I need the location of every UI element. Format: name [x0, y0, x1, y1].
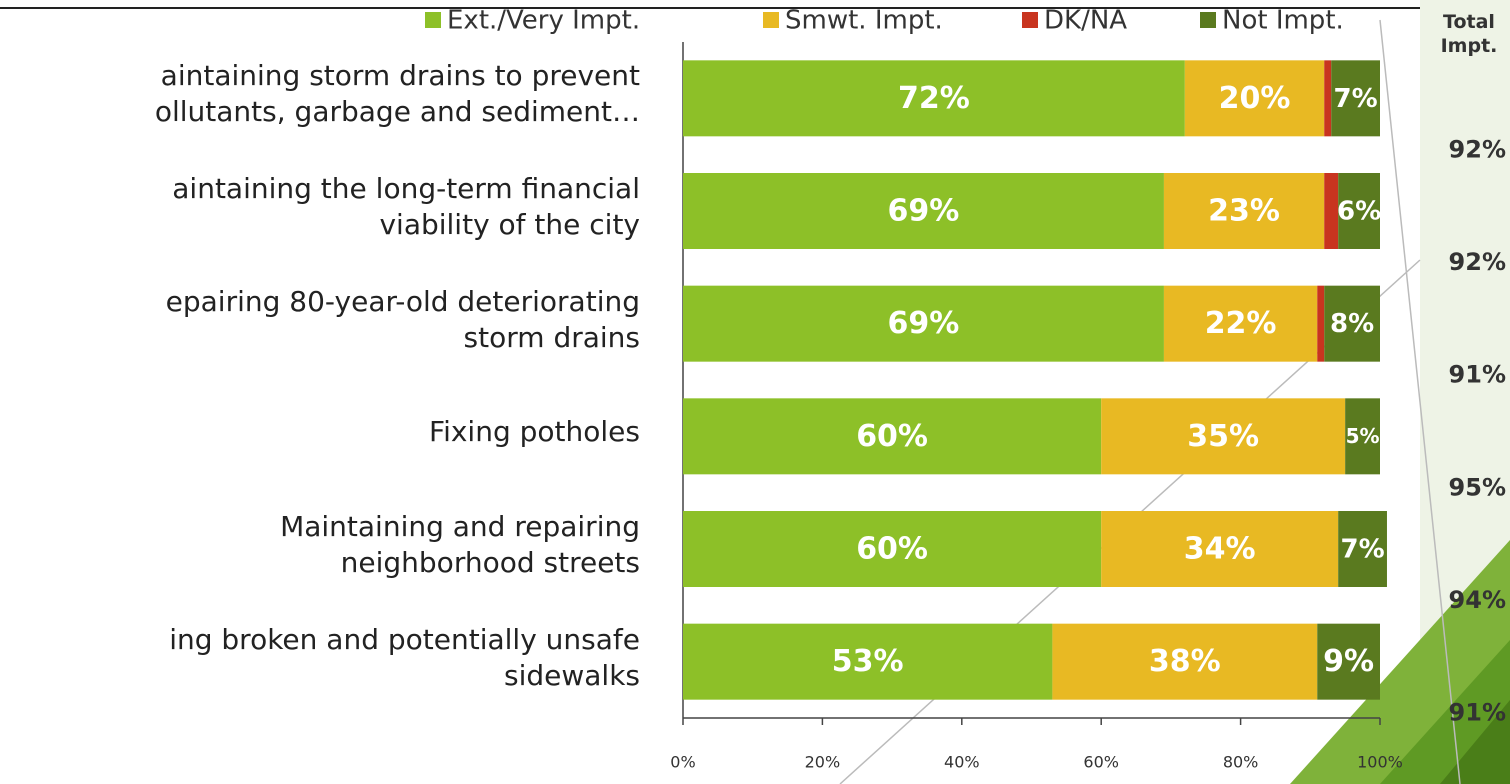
value-label: 7%	[1340, 535, 1384, 565]
bar-segment	[1338, 173, 1380, 249]
bar-segment	[1184, 60, 1325, 137]
total-label: 91%	[1449, 361, 1506, 389]
legend-swatch	[425, 12, 441, 28]
category-label: Fixing potholes	[429, 415, 640, 449]
bar-segment	[683, 60, 1185, 137]
value-label: 6%	[1337, 197, 1381, 227]
value-label: 72%	[898, 81, 970, 116]
bar-segment	[1338, 511, 1387, 587]
x-tick-label: 100%	[1357, 753, 1403, 772]
legend-swatch	[1200, 12, 1216, 28]
value-label: 22%	[1205, 306, 1277, 341]
value-label: 53%	[832, 644, 904, 679]
value-label: 23%	[1208, 194, 1280, 229]
value-label: 20%	[1219, 81, 1291, 116]
bar-segment	[1324, 285, 1380, 362]
bar-segment	[683, 173, 1164, 249]
x-tick-label: 0%	[670, 753, 695, 772]
x-tick-label: 80%	[1223, 753, 1259, 772]
value-label: 34%	[1184, 532, 1256, 567]
bar-segment	[1163, 173, 1325, 249]
value-label: 38%	[1149, 644, 1221, 679]
total-label: 91%	[1449, 699, 1506, 727]
value-label: 69%	[888, 306, 960, 341]
legend-label: Ext./Very Impt.	[447, 6, 640, 36]
value-label: 35%	[1187, 419, 1259, 454]
category-label: epairing 80-year-old deteriorating storm…	[165, 284, 640, 354]
value-label: 69%	[888, 194, 960, 229]
value-label: 60%	[856, 419, 928, 454]
bar-segment	[1317, 623, 1380, 700]
total-label: 95%	[1449, 473, 1506, 501]
legend-label: Smwt. Impt.	[785, 6, 943, 36]
bar-segment	[1331, 60, 1380, 137]
total-label: 92%	[1449, 135, 1506, 163]
bar-segment	[1101, 398, 1346, 475]
bar-segment	[1101, 511, 1339, 587]
category-label: aintaining storm drains to prevent ollut…	[154, 59, 640, 129]
bar-segment	[683, 285, 1164, 362]
bar-segment	[683, 623, 1053, 700]
category-label: ing broken and potentially unsafe sidewa…	[169, 622, 640, 692]
legend-label: Not Impt.	[1222, 6, 1344, 36]
legend-swatch	[1022, 12, 1038, 28]
category-label: Maintaining and repairing neighborhood s…	[280, 510, 640, 579]
bar-segment	[1324, 60, 1332, 137]
legend-swatch	[763, 12, 779, 28]
total-label: 94%	[1449, 586, 1506, 614]
bar-segment	[1317, 285, 1325, 362]
value-label: 5%	[1346, 424, 1380, 448]
value-label: 8%	[1330, 309, 1374, 339]
value-label: 7%	[1334, 84, 1378, 114]
legend-label: DK/NA	[1044, 6, 1127, 36]
bar-segment	[1052, 623, 1318, 700]
bar-segment	[1345, 398, 1380, 475]
decoration	[1379, 19, 1461, 784]
bar-segment	[1324, 173, 1339, 249]
x-tick-label: 40%	[944, 753, 980, 772]
value-label: 60%	[856, 532, 928, 567]
bar-segment	[1163, 285, 1318, 362]
x-tick-label: 20%	[805, 753, 841, 772]
bar-segment	[683, 398, 1102, 475]
total-label: 92%	[1449, 248, 1506, 276]
bar-segment	[683, 511, 1102, 587]
category-label: aintaining the long-term financial viabi…	[172, 172, 640, 241]
total-title: Total Impt.	[1440, 11, 1498, 57]
value-label: 9%	[1323, 644, 1374, 679]
x-tick-label: 60%	[1083, 753, 1119, 772]
